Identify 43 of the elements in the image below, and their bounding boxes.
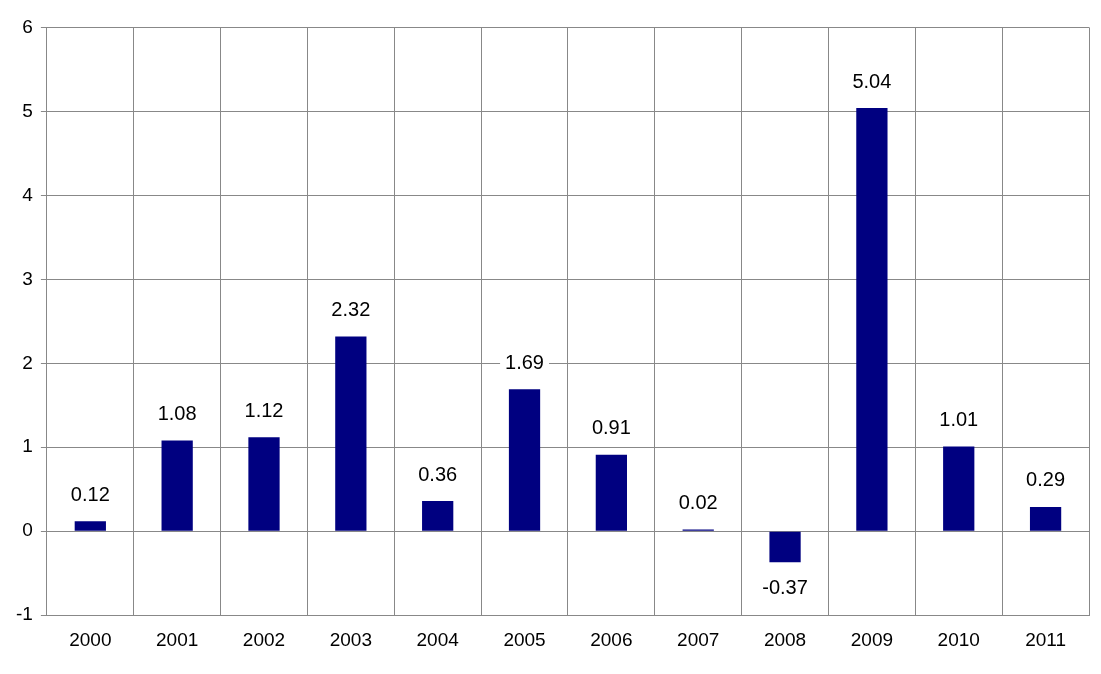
data-label: 1.69 bbox=[505, 350, 544, 373]
y-tick-label: 6 bbox=[22, 15, 33, 37]
x-tick-label: 2004 bbox=[416, 628, 460, 650]
bar bbox=[769, 531, 801, 563]
bar bbox=[856, 108, 888, 531]
x-tick-label: 2002 bbox=[242, 628, 286, 650]
bar bbox=[1029, 506, 1062, 531]
x-tick-label: 2011 bbox=[1025, 628, 1067, 650]
x-tick-label: 2009 bbox=[850, 628, 894, 650]
bar bbox=[335, 336, 367, 531]
data-label: 0.91 bbox=[591, 416, 631, 439]
x-tick-label: 2003 bbox=[329, 628, 372, 650]
data-label: 5.04 bbox=[852, 69, 892, 92]
y-tick-label: 4 bbox=[22, 183, 34, 205]
bar bbox=[508, 389, 541, 531]
x-tick-label: 2006 bbox=[590, 628, 633, 650]
y-tick-label: 5 bbox=[22, 99, 33, 121]
data-label: 1.01 bbox=[939, 407, 979, 430]
y-tick-label: 1 bbox=[22, 435, 33, 457]
data-label: 1.12 bbox=[244, 398, 284, 421]
x-tick-label: 2001 bbox=[156, 628, 199, 650]
x-tick-label: 2008 bbox=[763, 628, 807, 650]
data-label: -0.37 bbox=[762, 575, 808, 598]
data-label: 0.36 bbox=[418, 462, 458, 485]
x-tick-label: 2000 bbox=[69, 628, 112, 650]
data-label: 2.32 bbox=[331, 297, 371, 320]
y-tick-label: 3 bbox=[22, 267, 33, 289]
y-tick-label: 2 bbox=[22, 351, 33, 373]
data-label: 1.08 bbox=[157, 402, 197, 425]
data-label: 0.12 bbox=[70, 482, 110, 505]
y-tick-label: 0 bbox=[22, 519, 33, 541]
data-label: 0.02 bbox=[678, 491, 718, 514]
bar bbox=[248, 437, 280, 531]
x-tick-label: 2007 bbox=[677, 628, 720, 650]
x-tick-label: 2005 bbox=[503, 628, 546, 650]
bar bbox=[943, 446, 975, 531]
data-label: 0.29 bbox=[1026, 468, 1066, 491]
x-tick-label: 2010 bbox=[937, 628, 980, 650]
bar bbox=[422, 501, 454, 531]
bar bbox=[161, 440, 193, 531]
bar bbox=[74, 521, 106, 531]
y-tick-label: -1 bbox=[15, 603, 33, 625]
bar bbox=[595, 454, 627, 531]
